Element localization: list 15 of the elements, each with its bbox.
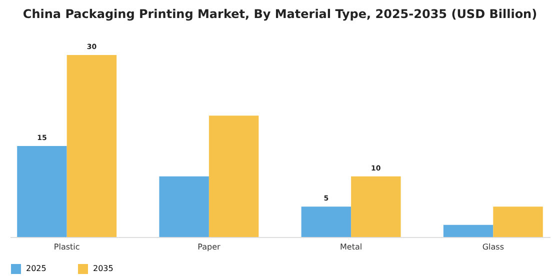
x-tick-label: Plastic bbox=[54, 242, 80, 252]
x-tick-label: Metal bbox=[340, 242, 362, 252]
bar bbox=[208, 116, 259, 237]
bar bbox=[493, 206, 543, 237]
chart-title: China Packaging Printing Market, By Material Type, 2025-2035 (USD Billion) bbox=[22, 7, 538, 21]
x-tick-label: Glass bbox=[482, 242, 504, 252]
bar bbox=[159, 176, 209, 237]
x-tick-label: Paper bbox=[198, 242, 221, 252]
bar bbox=[17, 146, 67, 237]
bar bbox=[66, 55, 117, 237]
bar bbox=[443, 224, 494, 237]
legend-label: 2025 bbox=[26, 264, 46, 273]
bar bbox=[301, 206, 352, 237]
legend-label: 2035 bbox=[93, 264, 114, 273]
bar bbox=[351, 176, 401, 237]
